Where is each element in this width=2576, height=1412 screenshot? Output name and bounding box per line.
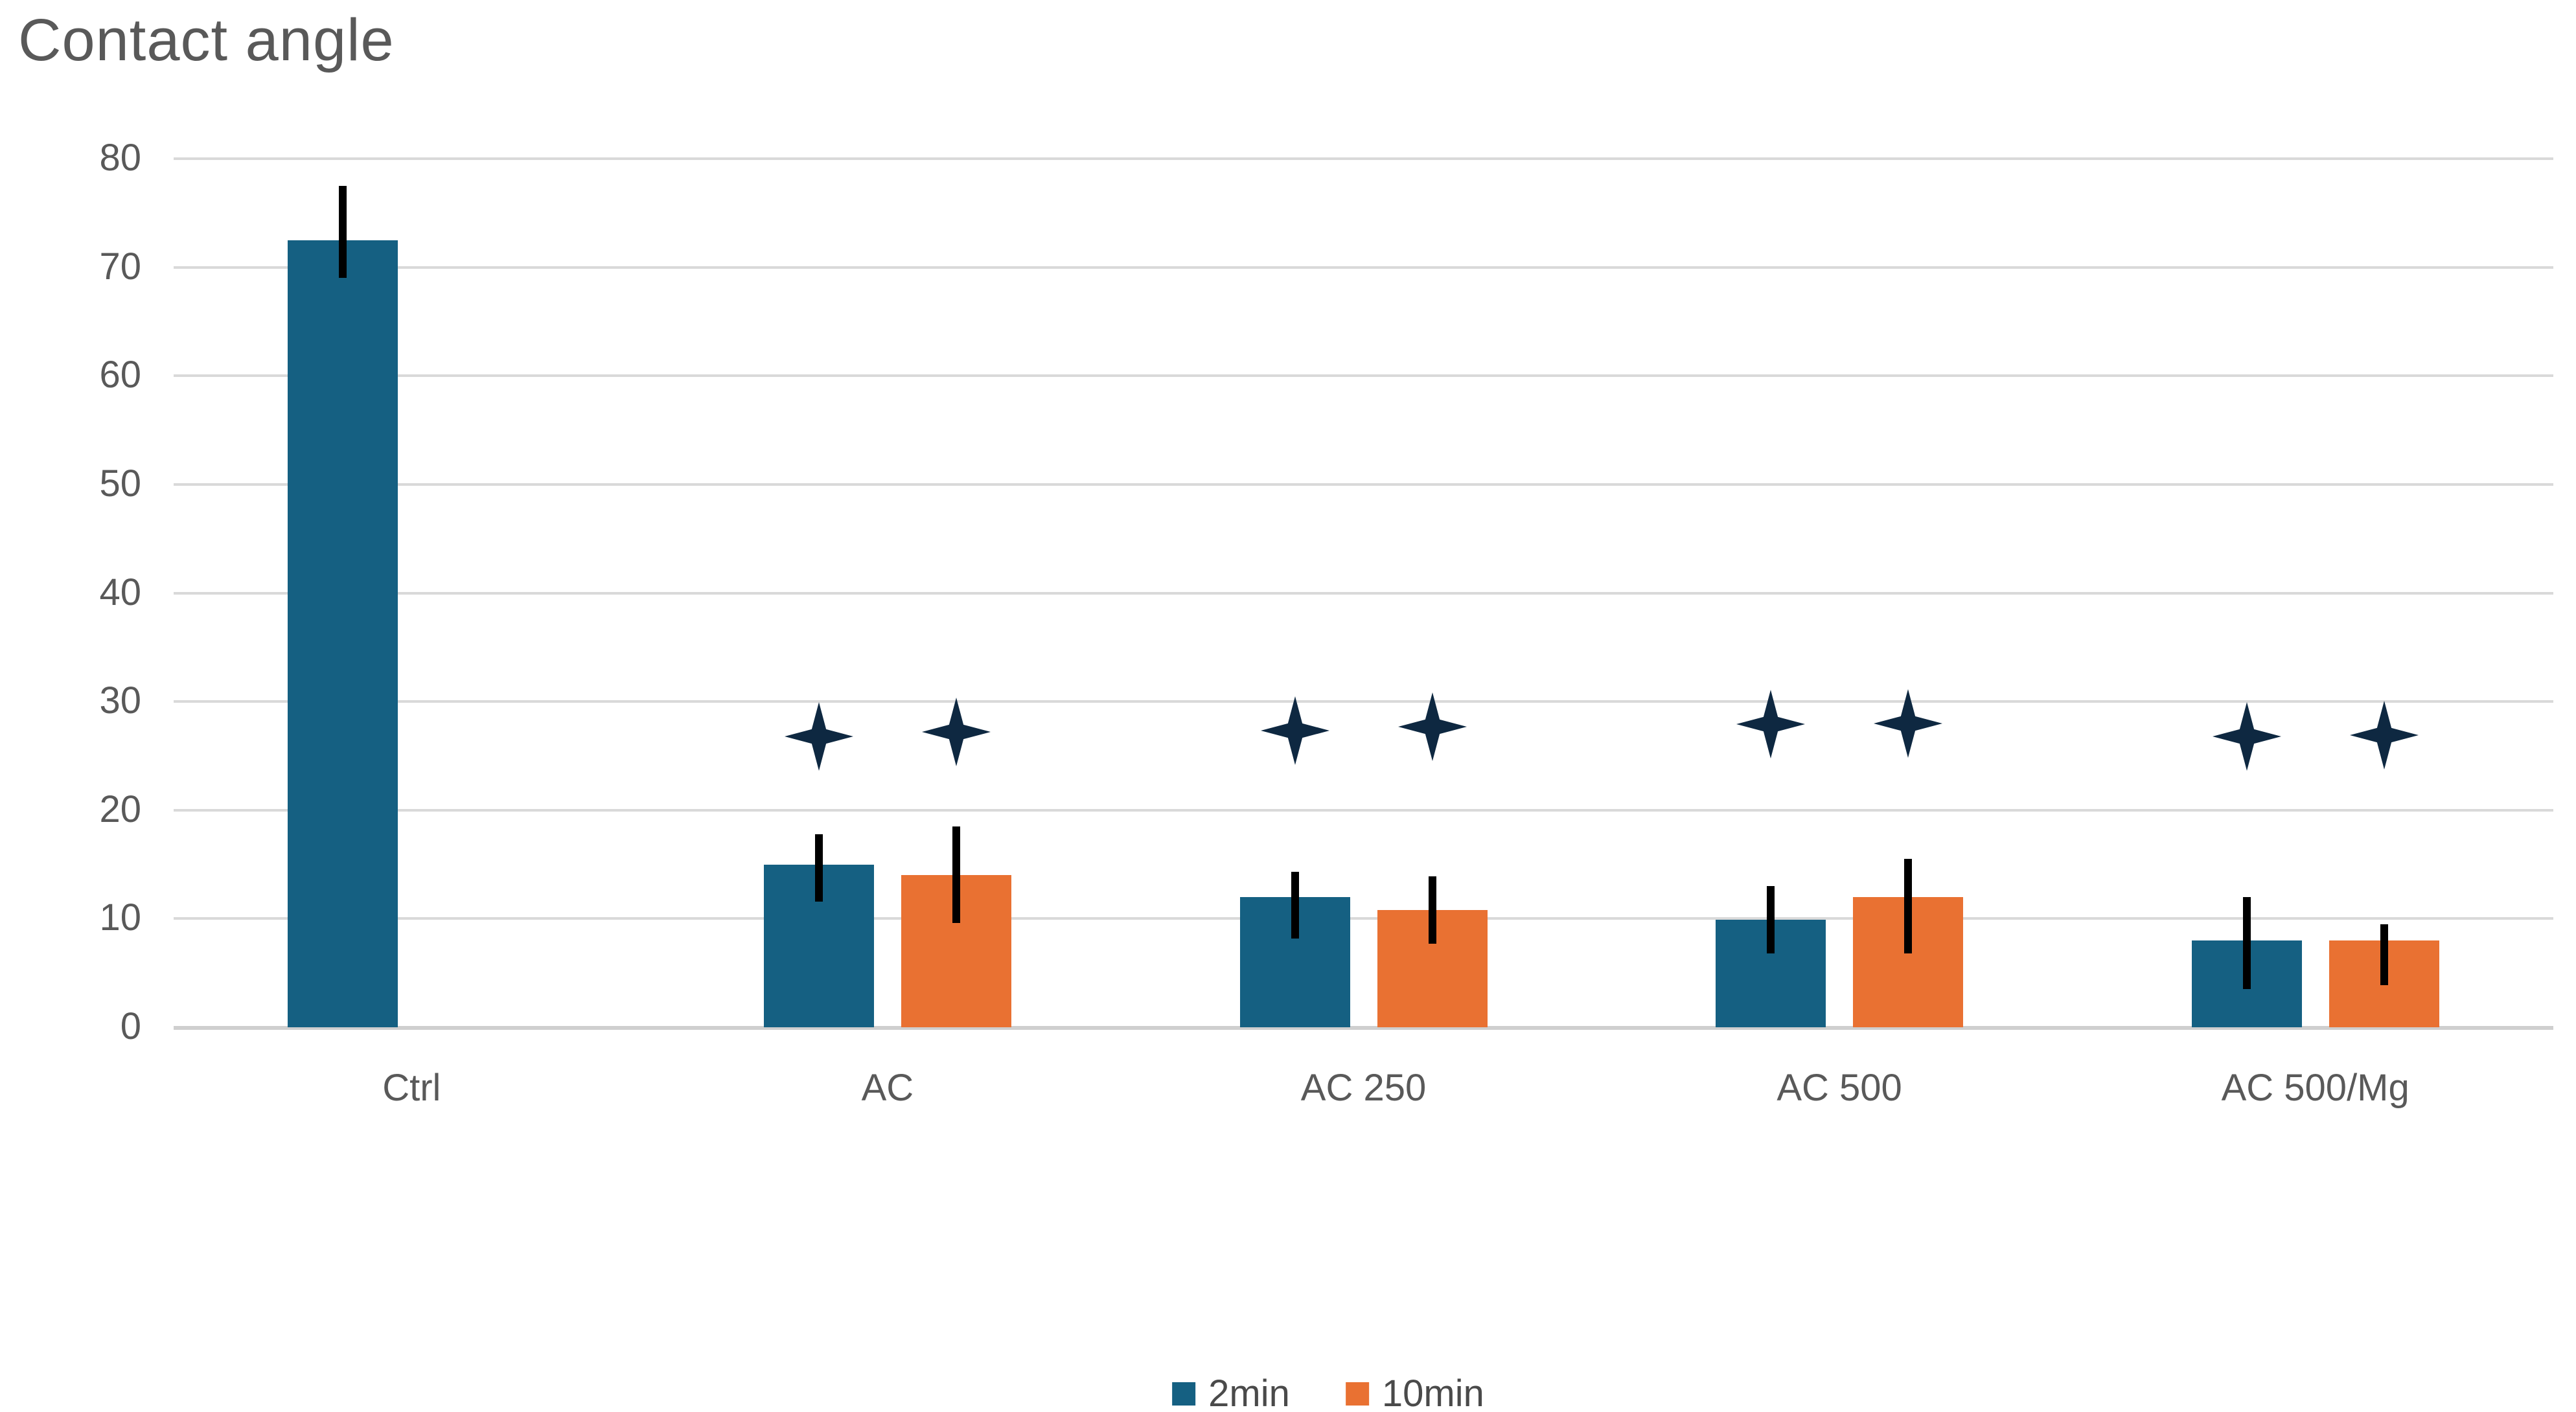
significance-star-icon (918, 698, 995, 767)
significance-star-icon (1257, 696, 1333, 766)
legend-item-10min: 10min (1345, 1372, 1484, 1412)
significance-star-icon (1394, 692, 1471, 761)
significance-star-icon (1732, 690, 1809, 759)
significance-star-icon (781, 701, 857, 771)
x-axis-category-label: AC 500/Mg (2221, 1067, 2409, 1109)
x-axis-category-label: AC (861, 1067, 914, 1109)
y-axis-tick-label: 20 (99, 788, 141, 830)
legend-item-2min: 2min (1172, 1372, 1290, 1412)
error-bar (339, 185, 347, 279)
error-bar (952, 826, 960, 924)
legend-label: 10min (1381, 1372, 1484, 1412)
bar-2min (288, 240, 398, 1027)
y-axis-tick-label: 0 (120, 1005, 141, 1048)
x-axis-category-label: AC 500 (1777, 1067, 1902, 1109)
gridline (174, 591, 2553, 595)
legend-label: 2min (1208, 1372, 1290, 1412)
y-axis-tick-label: 40 (99, 571, 141, 613)
significance-star-icon (2209, 701, 2285, 771)
chart-title: Contact angle (18, 7, 395, 73)
gridline (174, 266, 2553, 269)
error-bar (2242, 896, 2251, 990)
y-axis-tick-label: 80 (99, 137, 141, 179)
x-axis-line (174, 1026, 2553, 1030)
legend-swatch-10min (1345, 1382, 1369, 1406)
gridline (174, 157, 2553, 160)
gridline (174, 808, 2553, 812)
y-axis-tick-label: 50 (99, 462, 141, 505)
error-bar (1291, 872, 1299, 939)
error-bar (814, 834, 823, 902)
y-axis-tick-label: 70 (99, 245, 141, 288)
y-axis-tick-label: 60 (99, 354, 141, 396)
error-bar (1904, 859, 1913, 953)
error-bar (2380, 924, 2388, 985)
gridline (174, 483, 2553, 486)
significance-star-icon (1870, 689, 1946, 758)
significance-star-icon (2346, 701, 2422, 770)
legend-swatch-2min (1172, 1382, 1196, 1406)
x-axis-category-label: AC 250 (1300, 1067, 1427, 1109)
y-axis-tick-label: 30 (99, 679, 141, 722)
error-bar (1428, 876, 1436, 944)
x-axis-category-label: Ctrl (382, 1067, 441, 1109)
y-axis-tick-label: 10 (99, 896, 141, 939)
error-bar (1767, 886, 1775, 953)
gridline (174, 700, 2553, 703)
gridline (174, 374, 2553, 378)
legend: 2min 10min (1172, 1372, 1484, 1412)
gridline (174, 917, 2553, 920)
